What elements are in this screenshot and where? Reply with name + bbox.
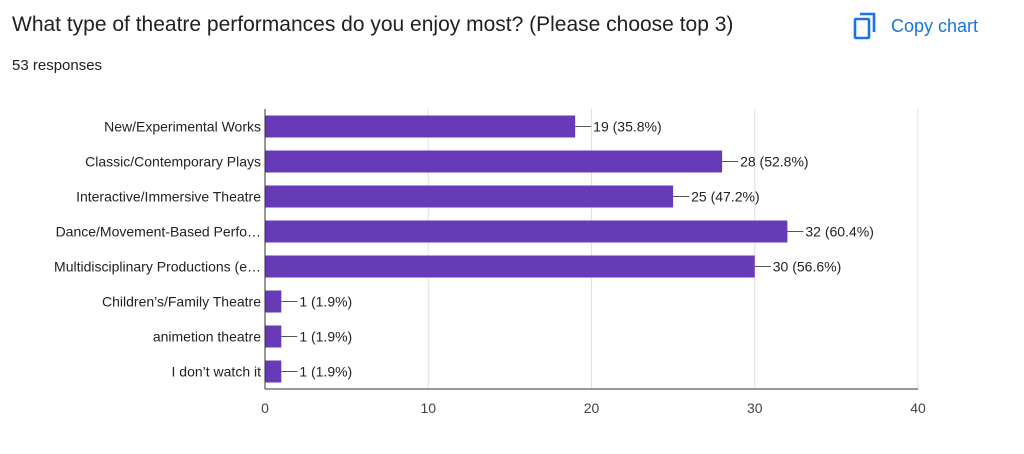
- data-label: 32 (60.4%): [805, 224, 873, 240]
- bar: [265, 150, 723, 173]
- category-label: I don’t watch it: [172, 364, 262, 380]
- category-label: Children’s/Family Theatre: [102, 294, 261, 310]
- data-label: 25 (47.2%): [691, 189, 759, 205]
- data-label: 1 (1.9%): [299, 364, 352, 380]
- bar: [265, 220, 788, 243]
- copy-chart-label: Copy chart: [891, 15, 979, 36]
- category-label: Multidisciplinary Productions (e…: [54, 259, 261, 275]
- data-label: 19 (35.8%): [593, 119, 661, 135]
- x-tick-label: 10: [420, 400, 436, 416]
- bar: [265, 255, 755, 278]
- chart-title: What type of theatre performances do you…: [12, 13, 734, 36]
- copy-icon: [853, 12, 877, 40]
- category-label: New/Experimental Works: [104, 119, 261, 135]
- category-label: animetion theatre: [153, 329, 261, 345]
- bar: [265, 325, 282, 348]
- data-label: 1 (1.9%): [299, 329, 352, 345]
- response-count: 53 responses: [12, 57, 103, 74]
- data-label: 28 (52.8%): [740, 154, 808, 170]
- x-tick-label: 0: [261, 400, 269, 416]
- x-tick-label: 30: [747, 400, 763, 416]
- x-tick-label: 40: [910, 400, 926, 416]
- data-label: 30 (56.6%): [773, 259, 841, 275]
- copy-chart-button[interactable]: Copy chart: [853, 10, 978, 42]
- bar: [265, 290, 282, 313]
- category-label: Classic/Contemporary Plays: [85, 154, 261, 170]
- data-label: 1 (1.9%): [299, 294, 352, 310]
- bar: [265, 185, 674, 208]
- category-label: Interactive/Immersive Theatre: [76, 189, 261, 205]
- category-label: Dance/Movement-Based Perfo…: [56, 224, 261, 240]
- bar: [265, 360, 282, 383]
- x-tick-label: 20: [584, 400, 600, 416]
- bar: [265, 115, 576, 138]
